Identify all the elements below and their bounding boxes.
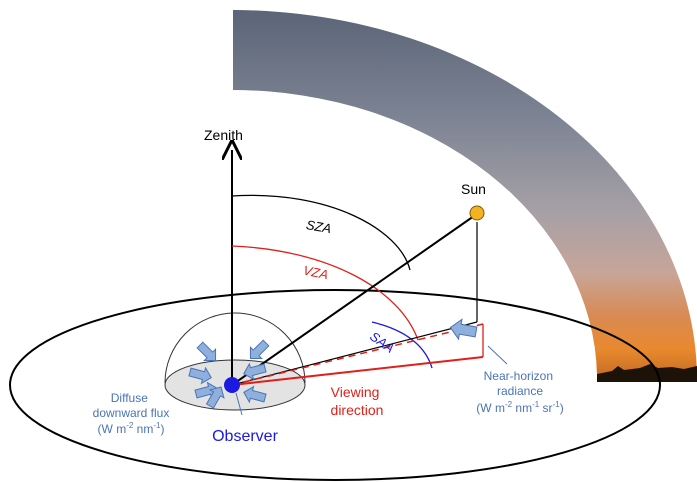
viewing-direction-line [231,356,484,386]
horizon-silhouette [597,364,697,382]
flux-arrow-icon [243,385,267,404]
viewing-elevation-dashed [231,323,484,386]
radiance-leader [487,345,508,365]
flux-arrow-icon [205,386,225,409]
flux-arrow-icon [243,362,267,381]
near-horizon-radiance-label: Near-horizon radiance [484,369,557,398]
diffuse-flux-label: Diffuse downward flux [93,391,170,420]
near-horizon-radiance-units: (W m-2 nm-1 sr-1) [476,400,563,415]
flux-arrow-icon [188,366,212,385]
flux-arrow-icon [196,341,217,362]
ground-ellipse [9,289,661,481]
zenith-label: Zenith [204,127,243,143]
sun-label: Sun [461,181,486,197]
radiance-arrow-icon [449,318,478,341]
sky-photo-band [233,10,697,375]
diffuse-flux-arrows [188,339,270,409]
saa-label: SAA [367,329,397,356]
viewing-direction-label: Viewing direction [331,384,384,418]
sza-label: SZA [305,217,333,236]
vza-label: VZA [302,262,330,282]
sun-direction-line [231,215,475,386]
diffuse-flux-units: (W m-2 nm-1) [98,421,165,436]
dome-outline [164,312,306,384]
observer-icon [224,377,240,393]
sun-icon [469,205,485,221]
sza-arc [231,194,411,271]
observer-label: Observer [212,428,278,445]
vza-arc [231,245,419,341]
observer-leader [235,392,243,416]
flux-arrow-icon [249,339,270,360]
